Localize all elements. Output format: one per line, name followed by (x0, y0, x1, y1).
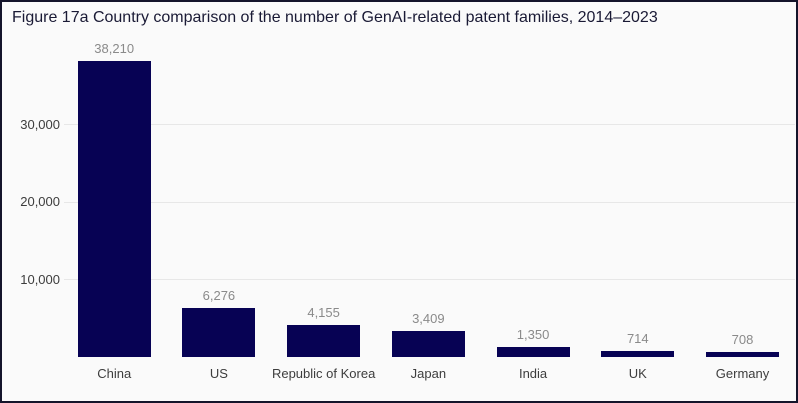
category-label-germany: Germany (715, 366, 770, 381)
y-axis-tick-label: 30,000 (20, 116, 60, 132)
bar-india (496, 346, 570, 357)
category-label-china: China (97, 366, 132, 381)
bar-china (77, 60, 151, 357)
value-label-india: 1,350 (516, 326, 550, 342)
value-label-china: 38,210 (94, 40, 135, 56)
value-label-germany: 708 (731, 331, 754, 347)
bar-republic-of-korea (287, 324, 361, 357)
gridline-10-000 (64, 279, 795, 280)
bar-japan (391, 330, 465, 357)
value-label-japan: 3,409 (412, 310, 445, 326)
y-axis-tick-label: 20,000 (20, 194, 60, 209)
value-label-republic-of-korea: 4,155 (307, 304, 340, 320)
category-label-india: India (518, 366, 548, 381)
category-label-republic-of-korea: Republic of Korea (271, 366, 376, 381)
bar-germany (706, 351, 780, 357)
y-axis-tick-label: 10,000 (20, 271, 60, 287)
category-label-uk: UK (628, 366, 647, 381)
value-label-us: 6,276 (202, 288, 236, 304)
value-label-uk: 714 (626, 331, 649, 347)
bar-us (182, 308, 256, 357)
gridline-20-000 (64, 201, 795, 203)
chart-title: Figure 17a Country comparison of the num… (12, 9, 658, 26)
gridline-30-000 (64, 124, 795, 125)
bar-uk (601, 351, 675, 357)
category-label-us: US (209, 366, 228, 381)
category-label-japan: Japan (410, 366, 447, 381)
